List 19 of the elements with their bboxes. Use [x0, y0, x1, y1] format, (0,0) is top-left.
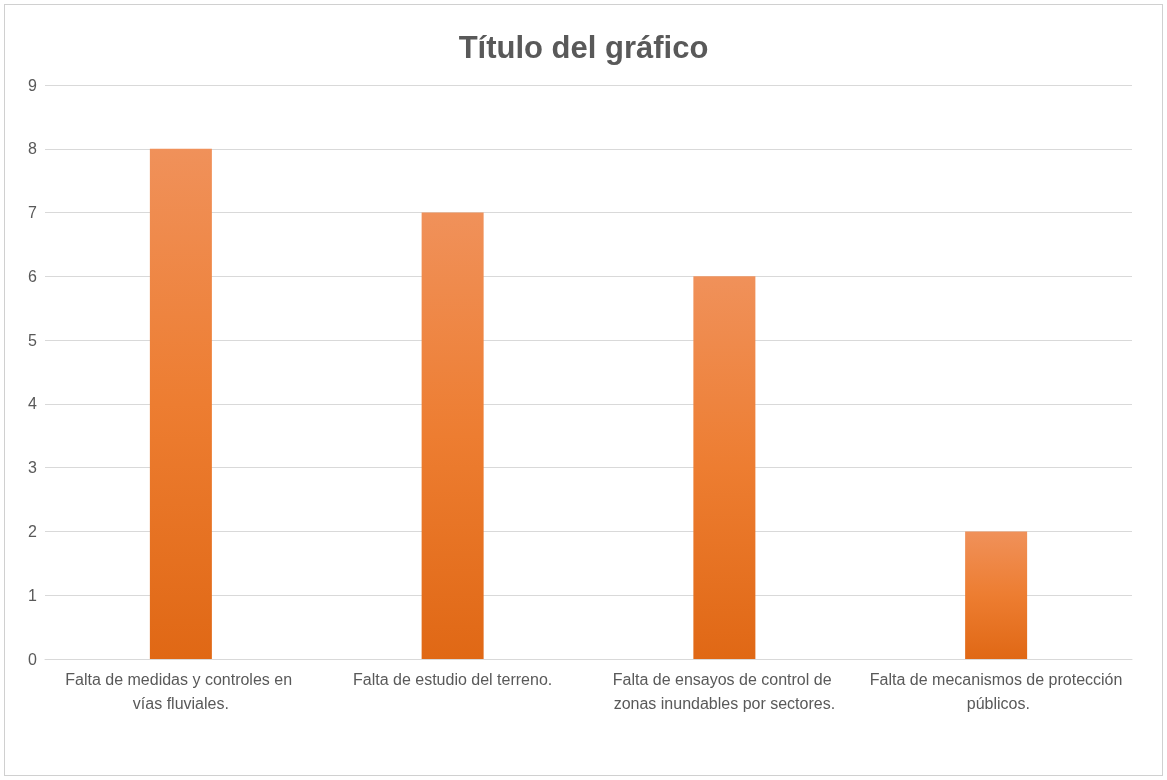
- y-tick-label: 8: [28, 140, 38, 158]
- y-tick-label: 4: [28, 395, 38, 413]
- x-tick-label: Falta de ensayos de control de zonas inundables por sectores.: [612, 670, 836, 712]
- bar: [421, 212, 484, 659]
- x-tick-label: Falta de estudio del terreno.: [353, 670, 553, 688]
- y-tick-label: 5: [28, 331, 38, 349]
- bar: [965, 531, 1028, 659]
- chart-title: Título del gráfico: [458, 30, 709, 65]
- y-tick-label: 9: [28, 76, 38, 94]
- x-tick-label: Falta de mecanismos de protección públicos.: [869, 670, 1123, 712]
- y-tick-label: 0: [28, 650, 38, 668]
- x-tick-label: Falta de medidas y controles en vías fluviales.: [65, 670, 297, 712]
- y-tick-label: 3: [28, 459, 38, 477]
- y-tick-label: 7: [28, 204, 38, 222]
- y-tick-label: 1: [28, 586, 38, 604]
- bar: [693, 276, 756, 659]
- y-tick-label: 2: [28, 522, 38, 540]
- bar: [149, 148, 212, 659]
- y-tick-label: 6: [28, 267, 38, 285]
